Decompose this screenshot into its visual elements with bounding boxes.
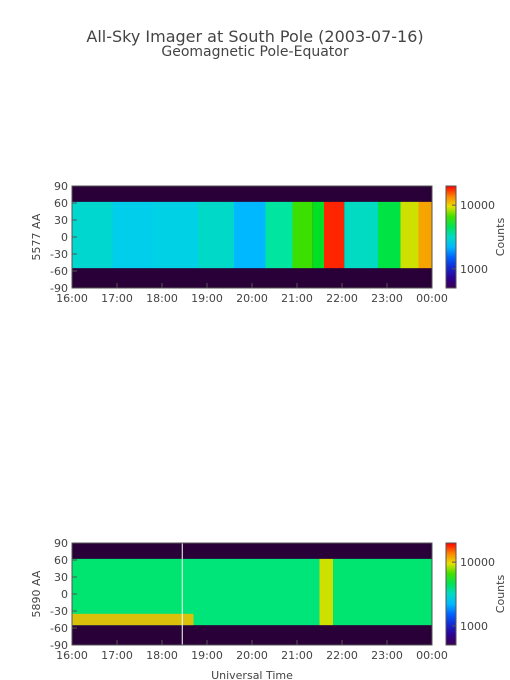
x-tick-label: 17:00 xyxy=(101,649,133,662)
y-tick-label: -60 xyxy=(50,265,68,278)
colorbar xyxy=(445,185,457,289)
heatmap-cell xyxy=(344,201,378,269)
x-tick-label: 18:00 xyxy=(146,649,178,662)
y-tick-label: -60 xyxy=(50,622,68,635)
x-tick-label: 23:00 xyxy=(371,649,403,662)
y-tick-label: 30 xyxy=(54,571,68,584)
heatmap-cell xyxy=(153,201,198,269)
x-tick-label: 21:00 xyxy=(281,292,313,305)
y-tick-label: 0 xyxy=(61,588,68,601)
x-tick-label: 22:00 xyxy=(326,292,358,305)
y-tick-label: 60 xyxy=(54,554,68,567)
heatmap-cell xyxy=(418,201,432,269)
x-tick-label: 00:00 xyxy=(416,649,448,662)
x-tick-label: 23:00 xyxy=(371,292,403,305)
heatmap-cell xyxy=(333,558,432,626)
heatmap-cell xyxy=(72,201,113,269)
heatmap-cell xyxy=(312,201,324,269)
colorbar-tick-label: 10000 xyxy=(460,556,495,569)
colorbar-label: Counts xyxy=(494,575,507,614)
heatmap-cell xyxy=(198,201,234,269)
x-tick-label: 19:00 xyxy=(191,292,223,305)
colorbar-tick-label: 1000 xyxy=(460,263,488,276)
colorbar xyxy=(445,542,457,646)
heatmap-enhancement xyxy=(72,613,194,626)
x-tick-label: 19:00 xyxy=(191,649,223,662)
heatmap-cell xyxy=(234,201,266,269)
x-tick-label: 20:00 xyxy=(236,649,268,662)
x-tick-label: 17:00 xyxy=(101,292,133,305)
y-tick-label: 30 xyxy=(54,214,68,227)
x-tick-label: 20:00 xyxy=(236,292,268,305)
figure-subtitle: Geomagnetic Pole-Equator xyxy=(161,44,348,60)
y-tick-label: -90 xyxy=(50,282,68,295)
heatmap-cell xyxy=(265,201,293,269)
x-tick-label: 21:00 xyxy=(281,649,313,662)
figure-title: All-Sky Imager at South Pole (2003-07-16… xyxy=(86,27,423,46)
heatmap-cell xyxy=(400,201,419,269)
colorbar-tick-label: 10000 xyxy=(460,199,495,212)
x-tick-label: 16:00 xyxy=(56,292,88,305)
y-tick-label: -90 xyxy=(50,639,68,652)
x-axis-label: Universal Time xyxy=(211,669,293,680)
heatmap-cell xyxy=(319,558,333,626)
heatmap-cell xyxy=(292,201,313,269)
heatmap-cell xyxy=(324,201,345,269)
x-tick-label: 18:00 xyxy=(146,292,178,305)
y-tick-label: 90 xyxy=(54,180,68,193)
heatmap-cell xyxy=(378,201,401,269)
colorbar-tick-label: 1000 xyxy=(460,620,488,633)
x-tick-label: 16:00 xyxy=(56,649,88,662)
y-tick-label: 60 xyxy=(54,197,68,210)
y-tick-label: 90 xyxy=(54,537,68,550)
heatmap-cell xyxy=(184,558,320,626)
y-axis-label: 5890 AA xyxy=(30,570,43,617)
y-tick-label: 0 xyxy=(61,231,68,244)
heatmap-cell xyxy=(112,201,153,269)
x-tick-label: 00:00 xyxy=(416,292,448,305)
colorbar-label: Counts xyxy=(494,218,507,257)
y-axis-label: 5577 AA xyxy=(30,213,43,260)
y-tick-label: -30 xyxy=(50,605,68,618)
x-tick-label: 22:00 xyxy=(326,649,358,662)
y-tick-label: -30 xyxy=(50,248,68,261)
